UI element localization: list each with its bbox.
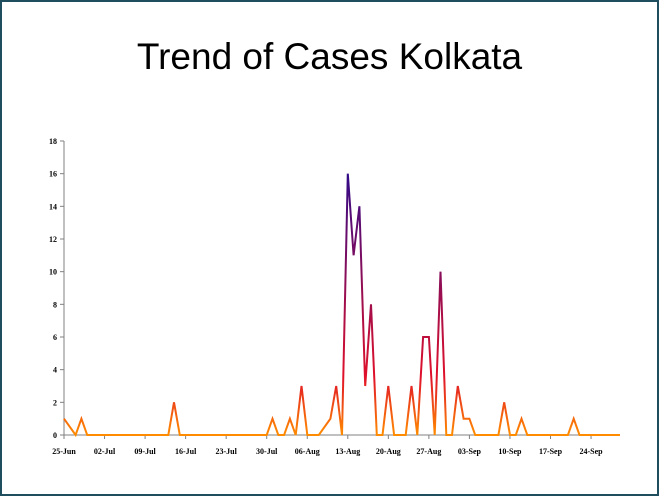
chart-title: Trend of Cases Kolkata <box>136 36 523 77</box>
data-point <box>527 434 529 436</box>
data-point <box>521 418 523 420</box>
x-tick-label: 23-Jul <box>215 447 237 456</box>
x-tick-label: 13-Aug <box>335 447 360 456</box>
y-tick-label: 2 <box>53 398 57 407</box>
data-point <box>474 434 476 436</box>
data-point <box>498 434 500 436</box>
y-tick-label: 0 <box>53 431 57 440</box>
data-point <box>457 385 459 387</box>
data-point <box>63 418 65 420</box>
data-point <box>301 385 303 387</box>
data-point <box>330 418 332 420</box>
data-point <box>272 418 274 420</box>
data-point <box>341 434 343 436</box>
data-point <box>364 385 366 387</box>
y-tick-label: 18 <box>49 137 57 146</box>
data-point <box>573 418 575 420</box>
x-tick-label: 30-Jul <box>256 447 278 456</box>
y-tick-label: 16 <box>49 170 57 179</box>
data-point <box>289 418 291 420</box>
data-point <box>283 434 285 436</box>
data-point <box>382 434 384 436</box>
data-point <box>515 434 517 436</box>
data-point <box>168 434 170 436</box>
data-point <box>428 336 430 338</box>
x-tick-label: 09-Jul <box>134 447 156 456</box>
x-tick-label: 06-Aug <box>295 447 320 456</box>
x-tick-label: 02-Jul <box>94 447 116 456</box>
data-point <box>434 434 436 436</box>
y-axis-ticks: 0 2 4 6 8 10 12 14 16 18 <box>49 137 64 440</box>
data-point <box>179 434 181 436</box>
data-point <box>173 402 175 404</box>
data-point <box>266 434 268 436</box>
data-point <box>446 434 448 436</box>
data-point <box>359 206 361 208</box>
data-point <box>260 434 262 436</box>
y-tick-label: 12 <box>49 235 57 244</box>
data-point <box>503 402 505 404</box>
data-point <box>388 385 390 387</box>
data-point <box>75 434 77 436</box>
data-point <box>81 418 83 420</box>
data-point <box>579 434 581 436</box>
data-point <box>509 434 511 436</box>
data-point <box>440 271 442 273</box>
data-point <box>417 434 419 436</box>
data-point <box>335 385 337 387</box>
data-point <box>393 434 395 436</box>
data-point <box>619 434 621 436</box>
data-point <box>86 434 88 436</box>
x-tick-label: 16-Jul <box>175 447 197 456</box>
y-tick-label: 4 <box>53 366 57 375</box>
data-point <box>353 255 355 257</box>
data-point <box>451 434 453 436</box>
x-tick-label: 17-Sep <box>539 447 563 456</box>
data-point <box>318 434 320 436</box>
x-tick-label: 03-Sep <box>458 447 482 456</box>
data-point <box>469 418 471 420</box>
data-point <box>376 434 378 436</box>
x-tick-label: 24-Sep <box>579 447 603 456</box>
data-point <box>307 434 309 436</box>
x-tick-label: 10-Sep <box>498 447 522 456</box>
data-point <box>278 434 280 436</box>
y-tick-label: 10 <box>49 268 57 277</box>
x-axis-ticks: 25-Jun 02-Jul 09-Jul 16-Jul 23-Jul 30-Jul 06-A… <box>52 435 603 456</box>
data-point <box>567 434 569 436</box>
data-point <box>411 385 413 387</box>
data-point <box>295 434 297 436</box>
data-point <box>422 336 424 338</box>
data-point <box>463 418 465 420</box>
data-point <box>370 304 372 306</box>
data-point <box>405 434 407 436</box>
y-tick-label: 8 <box>53 300 57 309</box>
y-tick-label: 14 <box>49 202 57 211</box>
series-line <box>63 173 620 438</box>
x-tick-label: 27-Aug <box>416 447 441 456</box>
data-point <box>347 173 349 175</box>
x-tick-label: 25-Jun <box>52 447 76 456</box>
x-tick-label: 20-Aug <box>376 447 401 456</box>
y-tick-label: 6 <box>53 333 57 342</box>
